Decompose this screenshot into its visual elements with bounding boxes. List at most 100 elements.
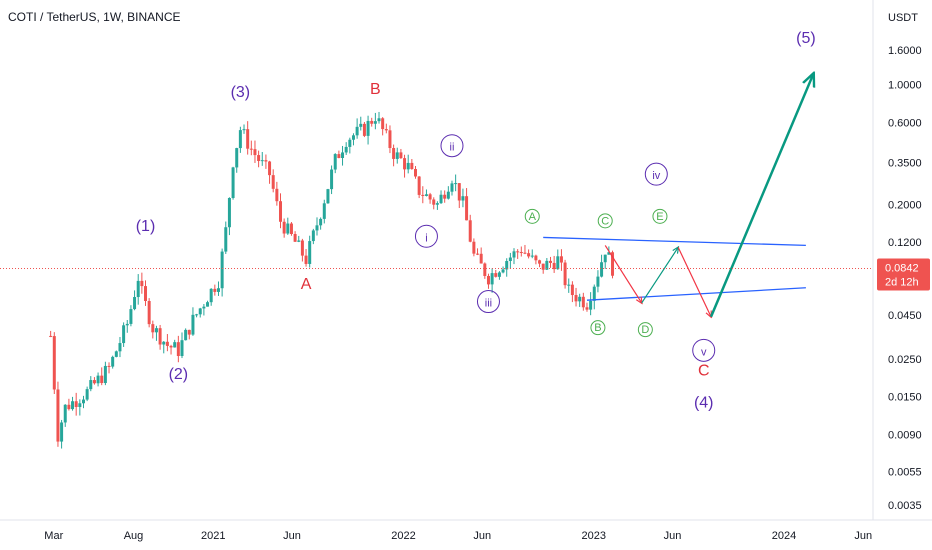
time-tick-label: Jun: [854, 530, 872, 542]
wave-label-circled[interactable]: iv: [644, 162, 668, 186]
current-price-tag: 0.0842 2d 12h: [877, 258, 930, 291]
price-tick-label: 1.6000: [888, 45, 922, 57]
candle-body: [326, 189, 330, 204]
wave-label-circled[interactable]: E: [652, 208, 668, 224]
candle-body: [260, 160, 264, 162]
candle-body: [308, 241, 312, 264]
candle-body: [289, 223, 293, 234]
wave-label-text: ii: [450, 142, 455, 154]
candle-body: [206, 302, 210, 307]
candle-body: [337, 154, 341, 159]
candle-body: [570, 284, 574, 296]
candle-body: [410, 162, 414, 170]
price-tick-label: 0.0450: [888, 310, 922, 322]
candle-body: [362, 123, 366, 136]
projection-arrow-green[interactable]: [641, 247, 678, 304]
wave-label-circle: [652, 208, 668, 224]
candle-body: [479, 253, 483, 264]
candle-body: [122, 325, 126, 344]
wave-label[interactable]: B: [370, 81, 381, 98]
projection-arrow-red[interactable]: [677, 247, 711, 316]
candle-body: [89, 380, 93, 390]
wave-label-circled[interactable]: C: [597, 213, 613, 229]
candle-body: [344, 146, 348, 153]
wave-label-circled[interactable]: i: [414, 224, 438, 248]
candle-body: [319, 218, 323, 226]
candle-body: [242, 129, 246, 131]
time-tick-label: Mar: [44, 530, 63, 542]
candle-body: [300, 240, 304, 256]
candle-body: [457, 183, 461, 201]
projection-arrow-red[interactable]: [604, 245, 641, 303]
candle-body: [96, 375, 100, 384]
projection-arrow-green[interactable]: [709, 74, 813, 318]
candle-body: [56, 389, 60, 442]
wave-label[interactable]: C: [698, 362, 710, 379]
wave-label-text: D: [641, 324, 649, 336]
candle-body: [100, 375, 104, 384]
candle-body: [330, 169, 334, 190]
wave-label-circled[interactable]: A: [524, 208, 540, 224]
candle-body: [74, 401, 78, 407]
wave-label-circled[interactable]: D: [637, 322, 653, 338]
triangle-lower-line[interactable]: [586, 287, 806, 301]
wave-label-text: i: [425, 232, 427, 244]
candle-body: [596, 276, 600, 287]
wave-label-circle: [692, 338, 716, 362]
wave-label[interactable]: A: [301, 276, 312, 293]
wave-label-circled[interactable]: ii: [440, 134, 464, 158]
candle-body: [592, 286, 596, 301]
candle-body: [556, 256, 560, 270]
candle-body: [373, 121, 377, 124]
wave-label[interactable]: (4): [694, 394, 714, 411]
price-tick-label: 0.0055: [888, 466, 922, 478]
candle-body: [541, 263, 545, 270]
wave-label[interactable]: (2): [169, 366, 189, 383]
wave-label[interactable]: (3): [231, 84, 251, 101]
candle-body: [202, 306, 206, 309]
candle-body: [85, 389, 89, 400]
candle-body: [384, 129, 388, 131]
candle-body: [505, 261, 509, 270]
time-tick-label: Aug: [124, 530, 144, 542]
time-tick-label: Jun: [664, 530, 682, 542]
wave-label-circled[interactable]: iii: [476, 290, 500, 314]
candle-body: [589, 300, 593, 310]
wave-label[interactable]: (5): [796, 30, 816, 47]
candle-body: [559, 256, 563, 263]
wave-label-circled[interactable]: v: [692, 338, 716, 362]
candle-body: [209, 288, 213, 303]
candle-body: [414, 169, 417, 177]
candle-body: [512, 251, 516, 258]
price-tick-label: 1.0000: [888, 80, 922, 92]
time-tick-label: Jun: [473, 530, 491, 542]
candle-body: [125, 323, 129, 326]
triangle-upper-line[interactable]: [543, 236, 806, 247]
candle-body: [472, 241, 476, 254]
wave-label-text: B: [594, 322, 601, 334]
candle-body: [173, 342, 177, 348]
wave-label-circled[interactable]: B: [590, 320, 606, 336]
candle-body: [516, 251, 520, 253]
wave-label[interactable]: (1): [136, 218, 156, 235]
candle-body: [253, 149, 257, 156]
candle-body: [293, 233, 297, 242]
candle-body: [366, 120, 370, 136]
candle-body: [581, 296, 585, 308]
time-tick-label: Jun: [283, 530, 301, 542]
candle-body: [523, 252, 527, 254]
candle-body: [355, 126, 359, 136]
candle-body: [585, 307, 589, 310]
candle-body: [552, 262, 556, 270]
candle-body: [231, 167, 235, 198]
triangle-trendlines: [543, 236, 806, 301]
candle-body: [71, 401, 75, 410]
candle-body: [198, 308, 202, 315]
candle-body: [191, 314, 195, 335]
candle-body: [548, 260, 552, 263]
candle-body: [490, 273, 494, 285]
candle-body: [133, 297, 137, 310]
candle-body: [140, 280, 144, 287]
candle-body: [235, 148, 239, 168]
